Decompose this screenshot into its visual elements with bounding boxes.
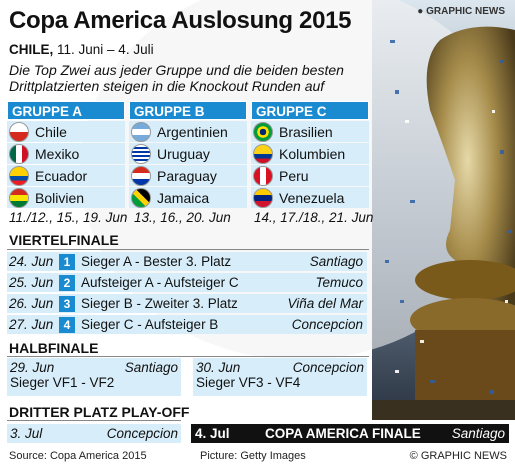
colombia-flag-icon — [253, 143, 273, 164]
quarterfinal-row: 25. Jun 2 Aufsteiger A - Aufsteiger C Te… — [7, 273, 367, 292]
quarterfinal-row: 27. Jun 4 Sieger C - Aufsteiger B Concep… — [7, 315, 367, 334]
argentina-flag-icon — [131, 121, 151, 142]
bolivia-flag-icon — [9, 187, 29, 208]
mexico-flag-icon — [9, 143, 29, 164]
team-row: Uruguay — [129, 143, 247, 164]
match-number-badge: 2 — [59, 274, 75, 291]
divider — [7, 249, 369, 250]
semifinal-box: 29. Jun Santiago Sieger VF1 - VF2 — [7, 358, 181, 396]
jamaica-flag-icon — [131, 187, 151, 208]
group-a-dates: 11./12., 15., 19. Jun — [9, 210, 128, 225]
page-title: Copa America Auslosung 2015 — [9, 7, 352, 34]
copyright-credit: © GRAPHIC NEWS — [409, 450, 507, 462]
final-banner: 4. Jul COPA AMERICA FINALE Santiago — [191, 424, 509, 443]
brazil-flag-icon — [253, 121, 273, 142]
picture-credit: Picture: Getty Images — [200, 450, 306, 462]
divider — [7, 356, 369, 357]
team-row: Kolumbien — [251, 143, 369, 164]
team-row: Mexiko — [7, 143, 125, 164]
intro-text: Die Top Zwei aus jeder Gruppe und die be… — [9, 62, 344, 94]
quarterfinal-row: 24. Jun 1 Sieger A - Bester 3. Platz San… — [7, 252, 367, 271]
third-place-heading: DRITTER PLATZ PLAY-OFF — [9, 404, 190, 420]
uruguay-flag-icon — [131, 143, 151, 164]
graphic-news-icon: ● — [417, 6, 424, 17]
chile-flag-icon — [9, 121, 29, 142]
group-c: GRUPPE C Brasilien Kolumbien Peru Venezu… — [251, 101, 369, 208]
tournament-dates: CHILE, 11. Juni – 4. Juli — [9, 42, 154, 57]
team-row: Paraguay — [129, 165, 247, 186]
team-row: Bolivien — [7, 187, 125, 208]
team-row: Brasilien — [251, 121, 369, 142]
group-b: GRUPPE B Argentinien Uruguay Paraguay Ja… — [129, 101, 247, 208]
peru-flag-icon — [253, 165, 273, 186]
group-header: GRUPPE B — [129, 101, 247, 120]
team-row: Jamaica — [129, 187, 247, 208]
team-row: Chile — [7, 121, 125, 142]
group-a: GRUPPE A Chile Mexiko Ecuador Bolivien — [7, 101, 125, 208]
source-credit: Source: Copa America 2015 — [9, 450, 147, 462]
venezuela-flag-icon — [253, 187, 273, 208]
group-c-dates: 14., 17./18., 21. Jun — [254, 210, 374, 225]
ecuador-flag-icon — [9, 165, 29, 186]
publisher-logo: ● GRAPHIC NEWS — [417, 6, 505, 17]
group-header: GRUPPE A — [7, 101, 125, 120]
team-row: Peru — [251, 165, 369, 186]
divider — [7, 420, 181, 421]
group-header: GRUPPE C — [251, 101, 369, 120]
match-number-badge: 3 — [59, 295, 75, 312]
quarterfinal-heading: VIERTELFINALE — [9, 232, 119, 248]
match-number-badge: 4 — [59, 316, 75, 333]
paraguay-flag-icon — [131, 165, 151, 186]
team-row: Ecuador — [7, 165, 125, 186]
match-number-badge: 1 — [59, 253, 75, 270]
third-place-box: 3. Jul Concepcion — [7, 424, 181, 443]
semifinal-box: 30. Jun Concepcion Sieger VF3 - VF4 — [193, 358, 367, 396]
team-row: Argentinien — [129, 121, 247, 142]
semifinal-heading: HALBFINALE — [9, 340, 99, 356]
quarterfinal-row: 26. Jun 3 Sieger B - Zweiter 3. Platz Vi… — [7, 294, 367, 313]
team-row: Venezuela — [251, 187, 369, 208]
group-b-dates: 13., 16., 20. Jun — [134, 210, 231, 225]
